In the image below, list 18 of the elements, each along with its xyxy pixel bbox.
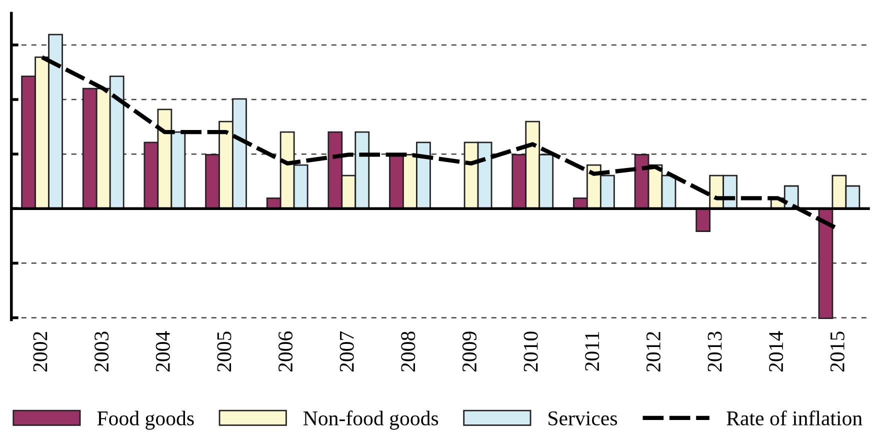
legend-label: Non-food goods: [303, 410, 438, 430]
x-tick-label: 2013: [708, 332, 722, 372]
x-tick-label: 2003: [94, 332, 109, 372]
x-tick-label: 2007: [340, 331, 354, 372]
legend-label: Food goods: [97, 410, 194, 430]
legend-label: Rate of inflation: [726, 410, 862, 426]
x-tick-label: 2006: [278, 331, 293, 372]
x-tick-label: 2015: [830, 332, 844, 372]
x-tick-label: 2012: [646, 332, 660, 372]
x-tick-label: 2010: [524, 332, 538, 372]
x-tick-label: 2011: [585, 332, 600, 371]
x-tick-label: 2002: [33, 332, 48, 372]
x-tick-label: 2004: [156, 331, 170, 372]
x-tick-label: 2009: [462, 332, 477, 372]
x-tick-label: 2014: [769, 331, 784, 372]
x-tick-label: 2005: [217, 332, 232, 372]
x-tick-label: 2008: [401, 332, 416, 372]
legend-label: Services: [548, 411, 617, 426]
